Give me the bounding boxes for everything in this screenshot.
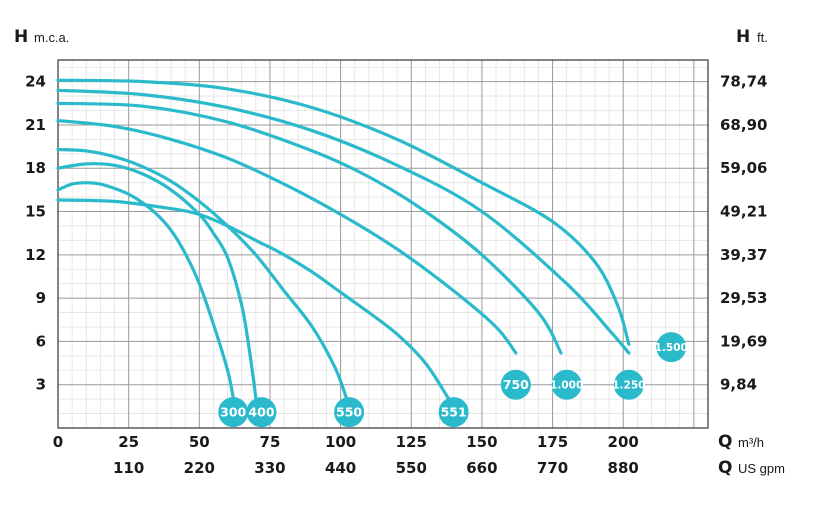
right-tick-label: 59,06 [720,159,767,177]
curve-750 [56,119,518,355]
x-tick-label: 0 [53,433,63,451]
y-axis-unit-left: m.c.a. [34,30,69,45]
right-tick-label: 78,74 [720,73,767,91]
right-tick-label: 29,53 [720,289,767,307]
right-tick-label: 49,21 [720,203,767,221]
x-axis-ticks: 0 25 50 75 100 125 150 175 200 [53,433,639,451]
left-tick-label: 3 [36,376,46,394]
y-axis-letter-left: H [14,27,28,47]
right-tick-label: 9,84 [720,376,757,394]
badge-1250 [613,369,644,400]
badge-label: 750 [503,377,529,392]
right-tick-label: 39,37 [720,246,767,264]
badge-300 [218,397,249,428]
badge-label: 1.500 [655,342,688,354]
x-secondary-tick-label: 110 [113,459,144,477]
x-tick-label: 200 [608,433,639,451]
badge-label: 300 [220,405,246,420]
badge-label: 1.000 [550,379,583,391]
y-axis-letter-right: H [736,27,750,47]
badge-label: 1.250 [612,379,645,391]
curve-551 [56,198,450,400]
x-tick-label: 50 [189,433,210,451]
x-tick-label: 25 [118,433,139,451]
x-secondary-unit: US gpm [738,461,785,476]
badge-750 [500,369,531,400]
badge-551 [438,397,469,428]
plot-frame [57,59,709,429]
x-secondary-ticks: 110 220 330 440 550 660 770 880 [113,459,639,477]
right-tick-label: 68,90 [720,116,767,134]
left-tick-label: 12 [25,246,46,264]
left-tick-label: 15 [25,203,46,221]
curve-1500 [56,78,631,346]
left-tick-label: 21 [25,116,46,134]
x-secondary-tick-label: 770 [537,459,568,477]
x-tick-label: 150 [466,433,497,451]
left-tick-label: 6 [36,332,46,350]
y-axis-unit-right: ft. [757,30,768,45]
left-axis-ticks: 24 21 18 15 12 9 6 3 [25,73,46,394]
x-secondary-tick-label: 220 [184,459,215,477]
x-tick-label: 175 [537,433,568,451]
curve-1000 [56,101,563,355]
x-secondary-tick-label: 440 [325,459,356,477]
badge-label: 550 [336,405,362,420]
badge-label: 400 [248,405,274,420]
minor-grid [58,60,708,428]
pump-curves [56,78,631,400]
x-axis-letter: Q [718,432,732,452]
x-secondary-tick-label: 550 [396,459,427,477]
right-axis-ticks: 78,74 68,90 59,06 49,21 39,37 29,53 19,69 9,84 [720,73,767,394]
badge-1000 [551,369,582,400]
right-tick-label: 19,69 [720,332,767,350]
x-secondary-tick-label: 660 [466,459,497,477]
badge-label: 551 [441,405,467,420]
left-tick-label: 24 [25,73,46,91]
x-secondary-tick-label: 880 [608,459,639,477]
badge-550 [334,397,365,428]
x-tick-label: 125 [396,433,427,451]
model-badges: 300 400 550 551 750 1.000 1.250 1.500 [218,332,688,428]
major-grid [58,60,708,428]
x-secondary-letter: Q [718,458,732,478]
x-secondary-tick-label: 330 [254,459,285,477]
badge-1500 [656,332,687,363]
curve-300 [56,181,235,400]
left-tick-label: 9 [36,289,46,307]
x-axis-unit: m³/h [738,435,764,450]
x-tick-label: 75 [260,433,281,451]
badge-400 [246,397,277,428]
x-tick-label: 100 [325,433,356,451]
left-tick-label: 18 [25,159,46,177]
curve-1250 [56,88,631,355]
curve-550 [56,147,348,400]
